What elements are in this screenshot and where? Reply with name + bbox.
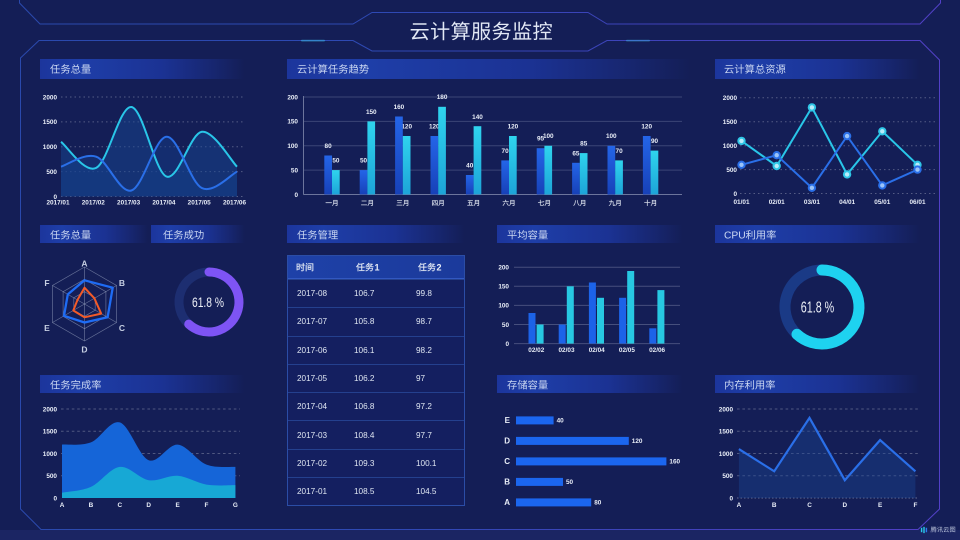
svg-text:2017/05: 2017/05 — [188, 200, 212, 207]
svg-text:1000: 1000 — [43, 144, 58, 151]
svg-text:40: 40 — [557, 418, 565, 425]
svg-text:2017/03: 2017/03 — [117, 200, 141, 207]
svg-text:C: C — [504, 457, 510, 466]
svg-text:1500: 1500 — [43, 119, 58, 126]
svg-text:50: 50 — [332, 158, 340, 165]
svg-text:02/05: 02/05 — [619, 347, 635, 354]
svg-text:A: A — [81, 258, 87, 268]
svg-text:04/01: 04/01 — [839, 199, 855, 206]
svg-text:90: 90 — [651, 138, 659, 145]
svg-text:02/03: 02/03 — [559, 347, 575, 354]
svg-text:61.8 %: 61.8 % — [192, 294, 224, 310]
svg-text:02/04: 02/04 — [589, 347, 605, 354]
svg-text:01/01: 01/01 — [734, 199, 750, 206]
svg-text:E: E — [505, 416, 511, 425]
svg-text:1500: 1500 — [43, 429, 58, 436]
svg-text:61.8 %: 61.8 % — [801, 299, 835, 316]
svg-text:200: 200 — [498, 265, 509, 272]
svg-text:150: 150 — [366, 109, 377, 116]
svg-text:D: D — [504, 437, 510, 446]
svg-text:65: 65 — [572, 150, 580, 157]
svg-text:120: 120 — [508, 124, 519, 131]
svg-text:02/01: 02/01 — [769, 199, 785, 206]
svg-text:120: 120 — [641, 124, 652, 131]
svg-text:F: F — [205, 502, 209, 509]
svg-text:120: 120 — [632, 438, 643, 445]
svg-text:2017/04: 2017/04 — [152, 200, 176, 207]
svg-text:150: 150 — [287, 119, 298, 126]
svg-text:0: 0 — [294, 192, 298, 199]
svg-text:B: B — [119, 278, 125, 288]
svg-text:1500: 1500 — [719, 429, 734, 436]
svg-text:160: 160 — [669, 459, 680, 466]
svg-text:02/06: 02/06 — [649, 347, 665, 354]
svg-text:A: A — [504, 498, 510, 507]
svg-text:1500: 1500 — [723, 119, 738, 126]
svg-text:B: B — [504, 478, 510, 487]
svg-text:180: 180 — [437, 94, 448, 101]
svg-text:A: A — [60, 502, 65, 509]
svg-text:B: B — [89, 502, 94, 509]
svg-text:E: E — [44, 323, 50, 333]
svg-text:2000: 2000 — [719, 406, 734, 413]
svg-text:F: F — [44, 278, 49, 288]
svg-text:A: A — [737, 502, 742, 509]
svg-text:0: 0 — [729, 495, 733, 502]
svg-text:500: 500 — [722, 473, 733, 480]
svg-text:G: G — [233, 502, 238, 509]
svg-text:03/01: 03/01 — [804, 199, 820, 206]
svg-text:1000: 1000 — [723, 143, 738, 150]
svg-text:70: 70 — [616, 148, 624, 155]
svg-text:F: F — [913, 502, 917, 509]
svg-text:2017/02: 2017/02 — [82, 200, 106, 207]
svg-text:100: 100 — [606, 133, 617, 140]
svg-text:2000: 2000 — [43, 406, 58, 413]
svg-text:D: D — [81, 344, 87, 354]
svg-text:06/01: 06/01 — [910, 199, 926, 206]
svg-text:02/02: 02/02 — [528, 347, 544, 354]
svg-text:2000: 2000 — [723, 95, 738, 102]
svg-text:95: 95 — [537, 136, 545, 143]
svg-text:100: 100 — [287, 143, 298, 150]
svg-text:85: 85 — [580, 141, 588, 148]
svg-text:100: 100 — [498, 303, 509, 310]
svg-text:B: B — [772, 502, 777, 509]
svg-text:1000: 1000 — [719, 451, 734, 458]
svg-text:0: 0 — [53, 495, 57, 502]
svg-text:160: 160 — [394, 104, 405, 111]
svg-text:50: 50 — [566, 479, 574, 486]
svg-text:0: 0 — [505, 341, 509, 348]
svg-text:150: 150 — [498, 284, 509, 291]
svg-text:C: C — [807, 502, 812, 509]
svg-text:500: 500 — [46, 473, 57, 480]
svg-text:E: E — [175, 502, 180, 509]
svg-text:50: 50 — [360, 158, 368, 165]
svg-text:500: 500 — [46, 169, 57, 176]
svg-text:E: E — [878, 502, 883, 509]
svg-text:0: 0 — [53, 194, 57, 201]
svg-text:500: 500 — [726, 167, 737, 174]
svg-text:70: 70 — [502, 148, 510, 155]
svg-text:1000: 1000 — [43, 451, 58, 458]
svg-text:D: D — [842, 502, 847, 509]
svg-text:0: 0 — [733, 191, 737, 198]
svg-text:40: 40 — [466, 163, 474, 170]
svg-text:2000: 2000 — [43, 94, 58, 101]
svg-text:50: 50 — [502, 322, 510, 329]
svg-text:D: D — [146, 502, 151, 509]
svg-text:140: 140 — [472, 114, 483, 121]
svg-text:2017/01: 2017/01 — [46, 200, 70, 207]
svg-text:C: C — [119, 323, 125, 333]
svg-text:80: 80 — [594, 500, 602, 507]
svg-text:120: 120 — [429, 124, 440, 131]
svg-text:C: C — [117, 502, 122, 509]
svg-text:200: 200 — [287, 94, 298, 101]
svg-text:05/01: 05/01 — [874, 199, 890, 206]
svg-text:100: 100 — [543, 133, 554, 140]
svg-text:80: 80 — [325, 143, 333, 150]
svg-text:50: 50 — [291, 167, 299, 174]
svg-text:2017/06: 2017/06 — [223, 200, 247, 207]
svg-text:120: 120 — [401, 124, 412, 131]
